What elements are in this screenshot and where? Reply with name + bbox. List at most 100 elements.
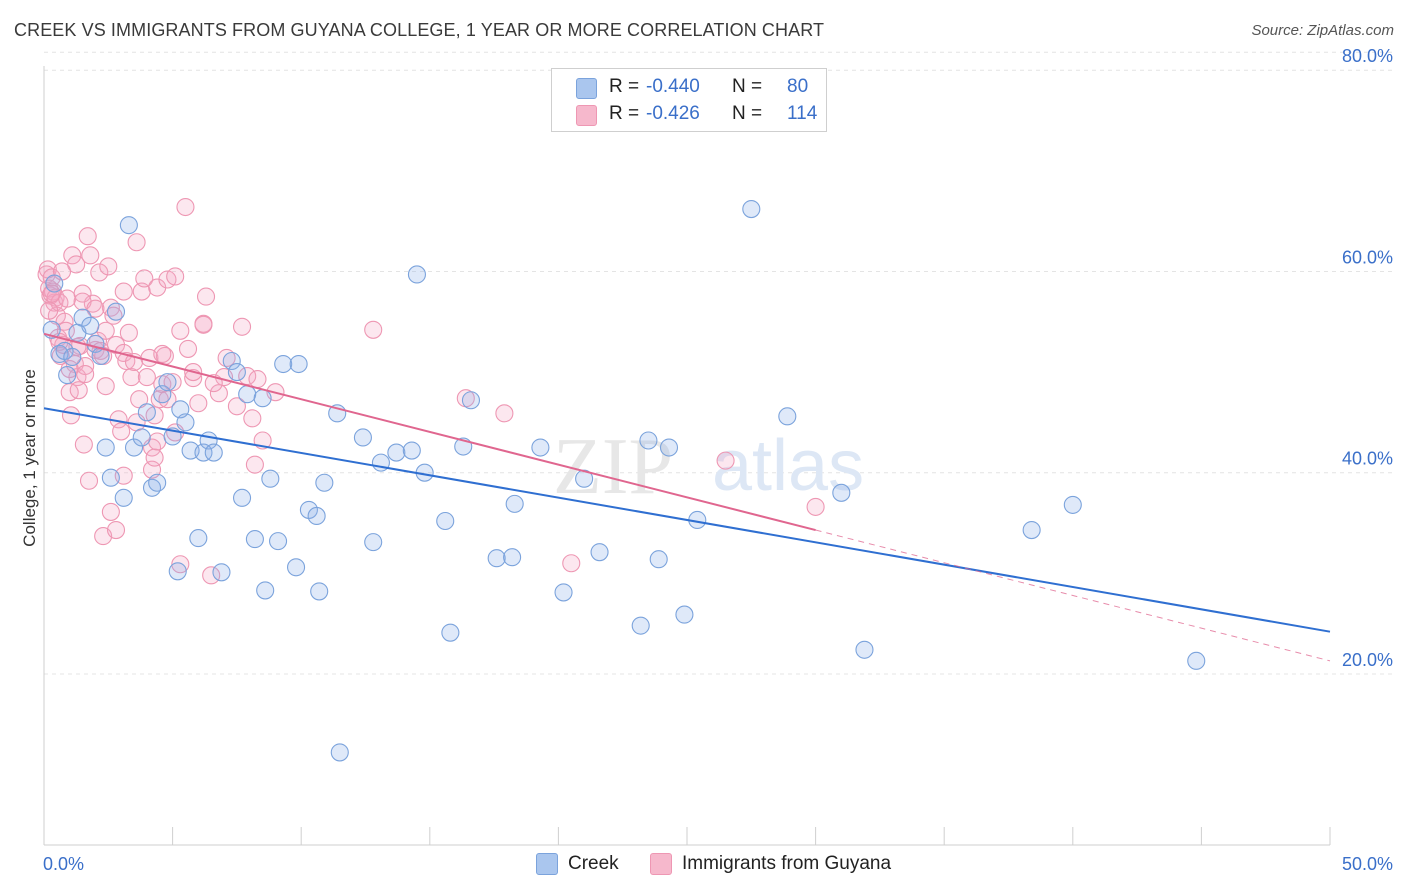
creek-point: [137, 403, 156, 422]
data-points: [37, 197, 1206, 762]
creek-point: [505, 494, 524, 513]
guyana-point: [81, 246, 100, 265]
guyana-point: [227, 397, 246, 416]
creek-point: [1022, 520, 1041, 540]
guyana-point: [716, 451, 735, 470]
guyana-point: [495, 404, 514, 423]
creek-point: [402, 441, 421, 460]
creek-point: [168, 562, 187, 581]
creek-point: [238, 385, 257, 404]
creek-point: [659, 438, 679, 457]
guyana-point: [99, 257, 118, 276]
guyana-point: [74, 435, 93, 454]
y-tick-label: 20.0%: [1342, 650, 1393, 670]
creek-point: [142, 478, 162, 497]
creek-point: [194, 443, 213, 462]
creek-point: [189, 529, 208, 548]
guyana-point: [40, 301, 59, 320]
creek-point: [261, 469, 280, 488]
creek-point: [436, 511, 455, 531]
guyana-point: [202, 566, 221, 585]
creek-point: [119, 216, 138, 235]
creek-point: [330, 743, 349, 762]
creek-point: [742, 200, 761, 219]
source-credit: Source: ZipAtlas.com: [1251, 22, 1394, 39]
guyana-point: [248, 370, 267, 389]
y-tick-label: 80.0%: [1342, 46, 1393, 66]
creek-legend-label: Creek: [568, 853, 619, 874]
grid-lines: [44, 51, 1392, 675]
n-label: N =: [732, 103, 763, 124]
creek-swatch: [576, 78, 597, 99]
creek-point: [407, 265, 426, 284]
guyana-point: [189, 394, 208, 413]
creek-point: [531, 438, 550, 457]
guyana-point: [148, 432, 167, 451]
guyana-point: [171, 555, 190, 574]
guyana-legend-label: Immigrants from Guyana: [682, 853, 892, 874]
creek-point: [153, 385, 172, 404]
guyana-point: [171, 321, 190, 340]
creek-point: [96, 438, 115, 457]
guyana-point: [122, 368, 141, 387]
guyana-point: [63, 246, 82, 265]
creek-point: [353, 428, 372, 447]
guyana-point: [114, 282, 133, 301]
guyana-point: [127, 233, 146, 252]
guyana-point: [69, 381, 88, 400]
creek-point: [204, 443, 223, 462]
creek-point: [45, 274, 64, 293]
guyana-point: [806, 497, 825, 516]
creek-point: [101, 468, 120, 487]
watermark-zip: ZIP: [553, 423, 673, 511]
guyana-point: [86, 299, 105, 318]
guyana-legend-swatch: [650, 853, 672, 875]
creek-point: [1063, 495, 1082, 514]
creek-point: [274, 354, 293, 374]
guyana-point: [178, 339, 198, 358]
guyana-point: [145, 448, 164, 467]
r-label: R =: [609, 76, 640, 97]
guyana-point: [562, 554, 581, 573]
creek-point: [503, 548, 522, 567]
guyana-point: [135, 269, 154, 288]
creek-point: [176, 413, 195, 432]
creek-trend-line: [43, 407, 1331, 633]
guyana-point: [176, 197, 195, 217]
guyana-trend-extension: [815, 529, 1331, 662]
r-label: R =: [609, 103, 640, 124]
creek-point: [649, 550, 668, 569]
creek-point: [855, 640, 874, 659]
x-tick-label-min: 0.0%: [43, 854, 84, 874]
correlation-legend: R = -0.440 N = 80 R = -0.426 N = 114: [551, 68, 827, 132]
y-tick-labels: 20.0% 40.0% 60.0% 80.0%: [1342, 46, 1393, 670]
guyana-point: [137, 368, 156, 387]
creek-point: [132, 428, 151, 447]
creek-point: [256, 581, 275, 600]
creek-point: [307, 506, 326, 526]
x-tick-labels: 0.0% 50.0%: [43, 854, 1393, 874]
creek-point: [364, 533, 383, 552]
creek-point: [289, 354, 308, 374]
creek-point: [554, 583, 573, 602]
creek-point: [114, 488, 133, 507]
guyana-trend-line: [43, 332, 816, 532]
guyana-point: [79, 471, 99, 490]
guyana-point: [106, 520, 126, 540]
creek-point: [832, 483, 851, 502]
guyana-point: [217, 348, 236, 368]
creek-point: [675, 605, 694, 624]
guyana-point: [150, 390, 169, 409]
creek-point: [245, 530, 264, 549]
creek-point: [310, 582, 329, 601]
creek-point: [487, 549, 506, 568]
guyana-point: [166, 267, 185, 286]
creek-point: [158, 373, 177, 392]
creek-point: [232, 488, 252, 507]
creek-point: [441, 623, 460, 642]
guyana-point: [61, 406, 81, 425]
guyana-point: [364, 320, 383, 339]
creek-point: [81, 316, 100, 335]
guyana-point: [196, 287, 216, 306]
